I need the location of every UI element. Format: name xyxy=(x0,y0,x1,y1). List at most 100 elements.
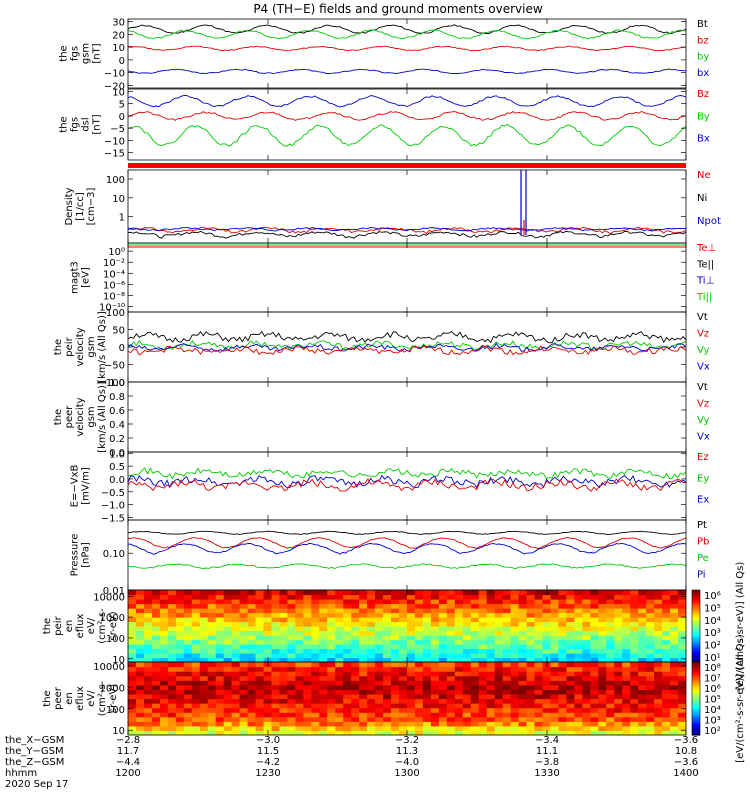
heatmap-cell xyxy=(598,603,607,609)
heatmap-cell xyxy=(239,689,249,695)
heatmap-cell xyxy=(255,684,265,690)
heatmap-cell xyxy=(582,707,591,713)
heatmap-cell xyxy=(255,716,265,722)
heatmap-cell xyxy=(590,712,599,718)
heatmap-cell xyxy=(454,662,464,668)
heatmap-cell xyxy=(159,684,169,690)
heatmap-cell xyxy=(454,721,464,727)
colorbar-swatch xyxy=(692,683,700,687)
heatmap-cell xyxy=(175,644,185,650)
heatmap-cell xyxy=(319,693,328,700)
heatmap-cell xyxy=(399,680,408,686)
heatmap-cell xyxy=(670,698,679,704)
heatmap-cell xyxy=(319,666,328,672)
heatmap-cell xyxy=(295,662,304,668)
heatmap-cell xyxy=(446,689,456,695)
heatmap-cell xyxy=(678,675,686,681)
heatmap-cell xyxy=(128,693,137,700)
heatmap-cell xyxy=(478,617,488,623)
heatmap-cell xyxy=(207,698,217,704)
heatmap-cell xyxy=(375,680,384,686)
heatmap-cell xyxy=(223,648,233,654)
heatmap-cell xyxy=(375,653,384,659)
heatmap-cell xyxy=(414,657,424,662)
heatmap-cell xyxy=(574,599,583,605)
colorbar-swatch xyxy=(692,597,700,601)
heatmap-cell xyxy=(662,730,671,735)
ylabel-line: the xyxy=(53,409,64,425)
heatmap-cell xyxy=(462,590,472,596)
heatmap-cell xyxy=(414,617,424,623)
heatmap-cell xyxy=(135,725,145,732)
heatmap-cell xyxy=(670,594,679,600)
heatmap-cell xyxy=(247,648,257,654)
heatmap-cell xyxy=(247,617,257,623)
heatmap-cell xyxy=(367,621,376,627)
heatmap-cell xyxy=(598,621,607,627)
heatmap-cell xyxy=(590,662,599,668)
heatmap-cell xyxy=(614,639,623,645)
heatmap-cell xyxy=(327,703,336,709)
heatmap-cell xyxy=(590,716,599,722)
colorbar-tick-label: 10⁵ xyxy=(704,603,721,614)
colorbar-swatch xyxy=(692,626,700,629)
heatmap-cell xyxy=(215,612,225,618)
heatmap-cell xyxy=(407,716,416,722)
heatmap-cell xyxy=(550,648,560,654)
heatmap-cell xyxy=(407,712,416,718)
heatmap-cell xyxy=(287,603,296,609)
bottom-axis: the_X−GSM the_Y−GSM the_Z−GSM hhmm 2020 … xyxy=(5,735,699,790)
colorbar-swatch xyxy=(692,730,700,734)
heatmap-cell xyxy=(446,693,456,700)
heatmap-cell xyxy=(207,712,217,718)
heatmap-cell xyxy=(598,698,607,704)
heatmap-cell xyxy=(606,707,615,713)
heatmap-cell xyxy=(414,644,424,650)
heatmap-cell xyxy=(518,590,528,596)
heatmap-cell xyxy=(654,617,663,623)
legend-Vx: Vx xyxy=(697,362,710,373)
heatmap-cell xyxy=(279,721,289,727)
heatmap-cell xyxy=(550,698,560,704)
heatmap-cell xyxy=(606,730,615,735)
heatmap-cell xyxy=(622,599,631,605)
heatmap-cell xyxy=(638,675,647,681)
heatmap-cell xyxy=(287,712,296,718)
heatmap-cell xyxy=(454,712,464,718)
heatmap-cell xyxy=(271,703,281,709)
heatmap-cell xyxy=(287,599,296,605)
heatmap-cell xyxy=(566,617,575,623)
heatmap-cell xyxy=(399,716,408,722)
heatmap-cell xyxy=(494,666,504,672)
heatmap-cell xyxy=(199,635,209,641)
heatmap-cell xyxy=(494,721,504,727)
heatmap-cell xyxy=(494,635,504,641)
heatmap-cell xyxy=(662,698,671,704)
heatmap-cell xyxy=(438,703,448,709)
heatmap-cell xyxy=(199,730,209,735)
heatmap-cell xyxy=(375,657,384,662)
heatmap-cell xyxy=(343,612,352,618)
heatmap-cell xyxy=(279,671,289,677)
heatmap-cell xyxy=(231,730,241,735)
heatmap-cell xyxy=(399,657,408,662)
heatmap-cell xyxy=(255,617,265,623)
heatmap-cell xyxy=(582,657,591,662)
heatmap-cell xyxy=(375,666,384,672)
heatmap-cell xyxy=(231,666,241,672)
heatmap-cell xyxy=(558,635,568,641)
heatmap-cell xyxy=(391,644,400,650)
heatmap-cell xyxy=(502,594,512,600)
heatmap-cell xyxy=(558,684,568,690)
heatmap-cell xyxy=(678,693,686,700)
heatmap-cell xyxy=(327,721,336,727)
heatmap-cell xyxy=(191,689,201,695)
heatmap-cell xyxy=(558,612,568,618)
heatmap-cell xyxy=(175,617,185,623)
heatmap-cell xyxy=(438,626,448,632)
heatmap-cell xyxy=(279,630,289,636)
heatmap-cell xyxy=(574,653,583,659)
heatmap-cell xyxy=(582,653,591,659)
heatmap-cell xyxy=(430,594,440,600)
heatmap-cell xyxy=(558,680,568,686)
